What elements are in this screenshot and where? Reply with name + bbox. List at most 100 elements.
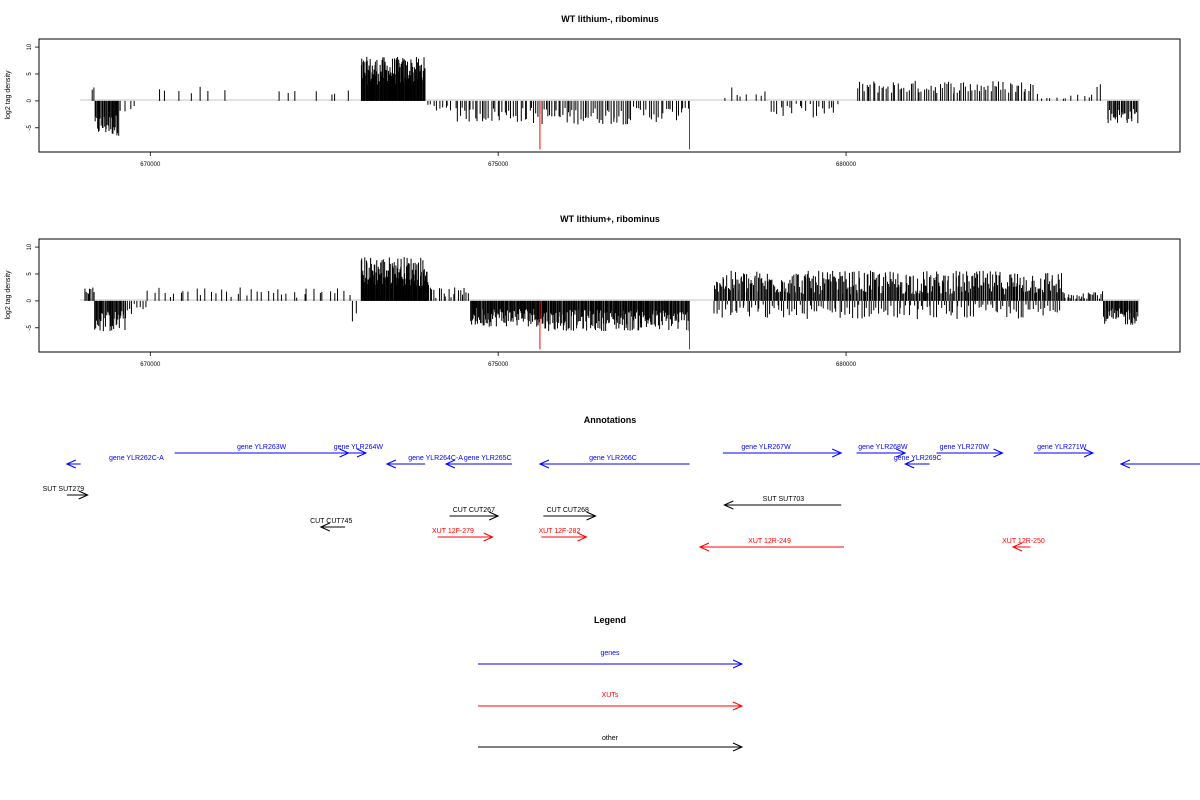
arrow-head (732, 742, 744, 752)
arrow-head (65, 459, 77, 469)
arrow-head (488, 511, 500, 521)
x-tick-label: 675000 (488, 362, 509, 368)
annotation-arrow (1119, 459, 1200, 469)
annotation-arrow (722, 448, 843, 458)
annotation-label: gene YLR268W (858, 444, 908, 451)
arrow-head (356, 448, 368, 458)
annotation-label: gene YLR271W (1037, 444, 1087, 451)
arrow-head (732, 701, 744, 711)
arrow-head (1119, 459, 1131, 469)
annotation-label: gene YLR263W (237, 444, 287, 451)
arrow-head (319, 522, 330, 532)
arrow-head (993, 448, 1004, 458)
annotation-arrow (1011, 542, 1031, 552)
arrow-head (1011, 542, 1023, 552)
panel-1-bars (91, 56, 1139, 150)
annotation-label: gene YLR266C (589, 455, 637, 462)
panel-lithium-plus: WT lithium+, ribominus log2 tag density … (5, 214, 1181, 368)
arrow-head (483, 532, 494, 542)
x-tick-label: 680000 (836, 162, 857, 168)
annotation-arrow (444, 459, 513, 469)
panel-2-frame (38, 238, 1181, 353)
y-tick-label: -5 (27, 324, 33, 330)
annotation-arrow (903, 459, 930, 469)
panel-2-ylabel: log2 tag density (5, 270, 12, 320)
y-tick-label: 5 (27, 272, 33, 276)
arrow-head (1083, 448, 1095, 458)
legend-label: XUTs (602, 692, 619, 699)
annotation-arrow (538, 459, 690, 469)
arrow-head (723, 500, 734, 510)
x-tick-label: 670000 (140, 362, 161, 368)
annotation-arrow (543, 511, 597, 521)
legend-arrow (478, 659, 744, 669)
annotations-title: Annotations (584, 415, 637, 425)
arrow-head (538, 459, 550, 469)
annotation-arrow (437, 532, 494, 542)
arrow-head (586, 511, 597, 521)
annotation-label: SUT SUT703 (763, 496, 805, 503)
arrow-head (903, 459, 915, 469)
legend-arrow (478, 742, 744, 752)
annotation-arrow (541, 532, 588, 542)
arrow-head (78, 490, 89, 500)
arrow-head (444, 459, 456, 469)
annotation-label: gene YLR269C (894, 455, 942, 462)
legend-label: other (602, 735, 619, 742)
x-tick-label: 675000 (488, 162, 509, 168)
arrow-head (895, 448, 907, 458)
panel-1-frame (38, 38, 1181, 153)
panel-1-axes: 670000 675000 680000 -5 0 5 10 (27, 43, 857, 168)
annotation-arrow (348, 448, 368, 458)
x-tick-label: 680000 (836, 362, 857, 368)
annotation-label: gene YLR270W (940, 444, 990, 451)
legend-label: genes (600, 650, 620, 657)
y-tick-label: 0 (27, 99, 33, 103)
annotation-arrow (723, 500, 842, 510)
y-tick-label: 5 (27, 72, 33, 76)
annotation-label: gene YLR265C (464, 455, 512, 462)
y-tick-label: 10 (27, 243, 33, 250)
arrow-head (385, 459, 397, 469)
annotation-label: gene YLR262C-A (109, 455, 164, 462)
annotation-arrow (385, 459, 426, 469)
annotation-label: CUT CUT268 (547, 507, 589, 514)
annotation-arrow (936, 448, 1004, 458)
annotation-label: gene YLR267W (741, 444, 791, 451)
panel-2-bars (84, 257, 1139, 350)
annotation-label: CUT CUT267 (453, 507, 495, 514)
annotation-label: XUT 12R-249 (748, 538, 791, 545)
annotation-label: SUT SUT279 (43, 486, 85, 493)
panel-2-axes: 670000 675000 680000 -5 0 5 10 (27, 243, 857, 368)
arrow-head (698, 542, 710, 552)
legend-title: Legend (594, 615, 626, 625)
panel-1-ylabel: log2 tag density (5, 70, 12, 120)
y-tick-label: 0 (27, 299, 33, 303)
annotation-label: CUT CUT745 (310, 518, 352, 525)
annotation-arrow (66, 490, 89, 500)
x-tick-label: 670000 (140, 162, 161, 168)
arrow-head (732, 659, 744, 669)
panel-1-title: WT lithium-, ribominus (561, 14, 659, 24)
panel-2-title: WT lithium+, ribominus (560, 214, 660, 224)
annotation-label: gene YLR264W (334, 444, 384, 451)
annotation-track: gene YLR262C-A gene YLR263W gene YLR264W ge… (43, 444, 1200, 552)
arrow-head (831, 448, 843, 458)
annotation-label: XUT 12R-250 (1002, 538, 1045, 545)
annotation-arrow (319, 522, 346, 532)
annotation-arrow (856, 448, 907, 458)
annotation-arrow (65, 459, 81, 469)
legend-section: Legend genes XUTs other (478, 615, 744, 752)
annotation-label: XUT 12F-282 (538, 528, 580, 535)
legend-entries: genes XUTs other (478, 650, 744, 752)
annotation-label: gene YLR264C-A (408, 455, 463, 462)
annotation-label: XUT 12F-279 (432, 528, 474, 535)
annotation-arrow (449, 511, 500, 521)
legend-arrow (478, 701, 744, 711)
panel-lithium-minus: WT lithium-, ribominus log2 tag density … (5, 14, 1181, 168)
arrow-head (577, 532, 588, 542)
annotation-arrow (1033, 448, 1095, 458)
y-tick-label: 10 (27, 43, 33, 50)
